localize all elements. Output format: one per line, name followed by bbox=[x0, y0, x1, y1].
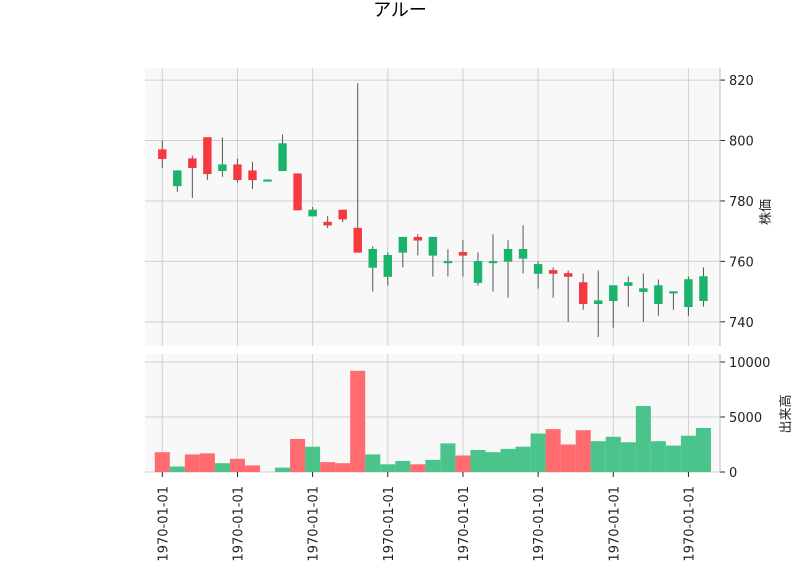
volume-bar bbox=[395, 461, 411, 472]
x-tick-label: 1970-01-01 bbox=[682, 486, 697, 562]
candle-body-up bbox=[518, 249, 528, 259]
volume-bar bbox=[530, 433, 546, 472]
volume-y-tick-label: 5000 bbox=[729, 411, 762, 426]
volume-bar bbox=[500, 448, 516, 472]
price-panel-background bbox=[145, 68, 720, 346]
volume-bar bbox=[665, 445, 681, 472]
volume-axis-label: 出来高 bbox=[778, 394, 794, 433]
candle-body-up bbox=[594, 300, 603, 304]
volume-bar bbox=[169, 466, 185, 472]
candle-body-up bbox=[278, 143, 287, 172]
volume-bar bbox=[199, 453, 215, 472]
volume-bar bbox=[605, 436, 621, 472]
candle-body-up bbox=[654, 285, 663, 304]
volume-bar bbox=[380, 464, 396, 472]
price-y-tick-label: 760 bbox=[729, 255, 754, 270]
volume-bar bbox=[214, 463, 230, 472]
volume-panel: 0 5000 10000 bbox=[145, 354, 770, 481]
x-tick-label: 1970-01-01 bbox=[231, 486, 246, 562]
candle-body-up bbox=[639, 288, 648, 292]
candle-body-up bbox=[308, 209, 317, 217]
volume-bar bbox=[184, 454, 200, 472]
candle-body-up bbox=[383, 255, 392, 277]
candle-body-down bbox=[578, 282, 588, 304]
candle-body-up bbox=[173, 170, 182, 187]
volume-bar bbox=[425, 459, 441, 472]
candle-body-down bbox=[548, 270, 558, 274]
volume-y-tick-label: 10000 bbox=[729, 356, 770, 371]
candle-body-down bbox=[353, 227, 362, 253]
volume-bar bbox=[470, 450, 486, 472]
volume-bar bbox=[410, 464, 426, 472]
candle-body-down bbox=[458, 252, 468, 256]
volume-bar bbox=[545, 429, 561, 472]
x-tick-label: 1970-01-01 bbox=[457, 486, 472, 562]
price-y-tick-label: 740 bbox=[729, 316, 754, 331]
candle-body-up bbox=[473, 261, 483, 283]
x-tick-label: 1970-01-01 bbox=[382, 486, 397, 562]
volume-bar bbox=[305, 446, 321, 472]
candle-body-down bbox=[413, 236, 423, 241]
volume-bar bbox=[560, 444, 576, 472]
x-tick-label: 1970-01-01 bbox=[307, 486, 322, 562]
candle-body-up bbox=[398, 236, 408, 253]
candle-body-up bbox=[503, 249, 513, 262]
candle-body-down bbox=[158, 149, 167, 159]
price-y-tick-label: 800 bbox=[729, 135, 754, 150]
volume-bar bbox=[650, 441, 666, 472]
volume-bar bbox=[455, 455, 471, 472]
candle-body-down bbox=[323, 221, 332, 226]
candle-body-down bbox=[563, 273, 573, 277]
volume-bar bbox=[620, 442, 636, 472]
volume-bar bbox=[350, 370, 366, 472]
volume-bar bbox=[485, 452, 501, 472]
candle-body-down bbox=[248, 170, 257, 181]
volume-bar bbox=[320, 462, 336, 472]
volume-bar bbox=[154, 452, 170, 472]
volume-bar bbox=[244, 465, 260, 472]
price-panel: 740 760 780 800 820 bbox=[145, 68, 754, 346]
candle-body-down bbox=[293, 173, 302, 211]
volume-bar bbox=[590, 441, 606, 472]
candle-body-up bbox=[218, 164, 227, 172]
candle-body-up bbox=[488, 261, 498, 264]
volume-bar bbox=[290, 439, 306, 472]
candle-body-down bbox=[188, 158, 197, 169]
x-axis: 1970-01-01 1970-01-01 1970-01-01 1970-01-01… bbox=[156, 472, 697, 562]
volume-bar bbox=[515, 446, 531, 472]
volume-bar bbox=[635, 406, 651, 472]
volume-bar bbox=[695, 428, 711, 472]
candle-body-up bbox=[263, 179, 272, 182]
volume-y-tick-label: 0 bbox=[729, 466, 737, 481]
price-axis-label: 株価 bbox=[759, 199, 774, 225]
x-tick-label: 1970-01-01 bbox=[607, 486, 622, 562]
price-y-tick-label: 780 bbox=[729, 195, 754, 210]
volume-bar bbox=[440, 443, 456, 472]
candle-body-up bbox=[669, 291, 678, 294]
candle-body-up bbox=[443, 261, 453, 264]
candle-body-up bbox=[533, 264, 543, 274]
candle-body-up bbox=[624, 282, 633, 286]
candle-body-up bbox=[609, 285, 618, 301]
chart-title: アルー bbox=[373, 0, 427, 21]
candle-body-up bbox=[368, 249, 377, 268]
candle-body-down bbox=[338, 209, 347, 220]
x-tick-label: 1970-01-01 bbox=[156, 486, 171, 562]
candle-body-up bbox=[428, 236, 438, 256]
volume-bar bbox=[575, 430, 591, 472]
volume-bar bbox=[680, 435, 696, 472]
candle-body-up bbox=[684, 279, 693, 308]
volume-bar bbox=[335, 463, 351, 472]
candle-body-up bbox=[699, 276, 708, 301]
candle-body-down bbox=[233, 164, 242, 181]
volume-bar bbox=[365, 454, 381, 472]
x-tick-label: 1970-01-01 bbox=[532, 486, 547, 562]
volume-bar bbox=[275, 467, 291, 472]
volume-bar bbox=[229, 458, 245, 472]
price-y-tick-label: 820 bbox=[729, 74, 754, 89]
candle-body-down bbox=[203, 137, 212, 175]
